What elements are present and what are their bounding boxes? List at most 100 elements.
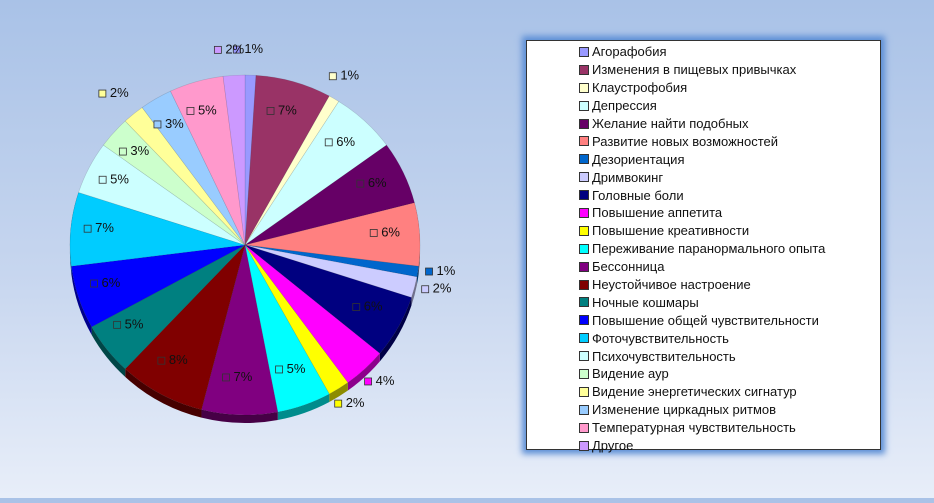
label-swatch — [425, 267, 433, 276]
legend-swatch — [579, 64, 589, 75]
slice-value-label: 2% — [433, 281, 452, 296]
pie-slice-label: 6% — [352, 299, 383, 314]
legend-swatch — [579, 440, 589, 451]
pie-depth-segment — [71, 266, 92, 335]
label-swatch — [328, 72, 337, 81]
legend-swatch — [579, 190, 589, 201]
label-swatch — [275, 365, 284, 374]
legend-label: Психочувствительность — [592, 348, 736, 364]
pie-slice — [124, 243, 246, 411]
legend-label: Температурная чувствительность — [592, 420, 796, 436]
legend-label: Повышение креативности — [592, 223, 750, 239]
legend-label: Переживание паранормального опыта — [592, 241, 826, 257]
pie-slice — [244, 244, 330, 413]
pie-chart-area: 1% 7% 1% 6% 6% 6% 1% 2% 6% 4% 2% 5% 7% 8% 5% 6% 7% 5% 3% 2%… — [69, 41, 456, 424]
legend-item: Изменение циркадных ритмов — [579, 401, 880, 419]
legend-item: Неустойчивое настроение — [579, 276, 880, 294]
legend-item: Фоточувствительность — [579, 329, 880, 347]
pie-slice — [78, 144, 246, 246]
legend-label: Бессонница — [592, 259, 665, 275]
label-swatch — [83, 224, 92, 233]
legend-item: Агорафобия — [579, 43, 880, 61]
legend-swatch — [579, 279, 589, 290]
pie-slice-label: 1% — [232, 41, 264, 56]
legend-label: Повышение аппетита — [592, 205, 723, 221]
legend-swatch — [579, 172, 589, 183]
slice-value-label: 1% — [244, 41, 263, 56]
pie-slice-label: 2% — [213, 41, 245, 56]
pie-slice-label: 6% — [90, 275, 121, 290]
legend-swatch — [579, 136, 589, 147]
label-swatch — [266, 107, 275, 115]
slice-value-label: 6% — [364, 299, 383, 314]
pie-slice-label: 6% — [369, 224, 400, 239]
legend-item: Другое — [579, 437, 880, 455]
pie-depth — [70, 192, 420, 424]
pie-slice — [244, 101, 388, 246]
legend-swatch — [579, 243, 589, 254]
label-swatch — [324, 138, 333, 147]
legend-label: Видение аур — [592, 366, 669, 382]
label-swatch — [356, 179, 365, 188]
legend-item: Дримвокинг — [579, 168, 880, 186]
pie-slice-label: 6% — [356, 175, 387, 190]
label-swatch — [98, 89, 107, 98]
pie-depth-segment — [125, 368, 202, 418]
pie-slice — [91, 244, 246, 370]
pie-depth-segment — [347, 353, 380, 391]
label-swatch — [98, 175, 107, 184]
label-swatch — [364, 377, 372, 386]
pie-depth-segment — [91, 326, 126, 377]
legend-item: Повышение креативности — [579, 222, 880, 240]
pie-slice-label: 5% — [98, 171, 129, 186]
label-swatch — [232, 45, 241, 54]
slice-value-label: 6% — [381, 224, 400, 239]
legend-item: Повышение аппетита — [579, 204, 880, 222]
slice-value-label: 1% — [437, 263, 456, 278]
pie-slice-label: 2% — [421, 281, 452, 296]
slice-value-label: 2% — [225, 41, 244, 56]
legend-swatch — [579, 297, 589, 308]
pie-slice — [244, 244, 412, 354]
slice-value-label: 6% — [336, 134, 355, 149]
pie-slice — [244, 202, 421, 267]
pie-slice-label: 5% — [275, 361, 306, 376]
pie-slice-label: 8% — [157, 352, 188, 367]
legend-label: Депрессия — [592, 98, 657, 114]
legend-swatch — [579, 207, 589, 218]
legend-swatch — [579, 154, 589, 165]
pie-slice-label: 2% — [334, 395, 365, 410]
pie-slice-label: 2% — [98, 85, 129, 100]
legend-label: Видение энергетических сигнатур — [592, 384, 797, 400]
pie-labels: 1%7%1%6%6%6%1%2%6%4%2%5%7%8%5%6%7%5%3%2%… — [83, 41, 456, 410]
legend-item: Клаустрофобия — [579, 79, 880, 97]
pie-slice — [244, 244, 418, 298]
legend-item: Депрессия — [579, 97, 880, 115]
pie-slice — [170, 76, 246, 246]
legend-item: Изменения в пищевых привычках — [579, 61, 880, 79]
legend-label: Изменение циркадных ритмов — [592, 402, 777, 418]
label-swatch — [113, 320, 122, 329]
pie-slices — [69, 74, 421, 416]
slice-value-label: 2% — [346, 395, 365, 410]
legend-swatch — [579, 100, 589, 111]
pie-slice — [222, 74, 246, 246]
pie-slice — [124, 107, 246, 246]
pie-slice-label: 4% — [364, 373, 395, 388]
pie-slice — [71, 244, 246, 328]
legend-item: Головные боли — [579, 186, 880, 204]
legend-item: Желание найти подобных — [579, 115, 880, 133]
legend-item: Переживание паранормального опыта — [579, 240, 880, 258]
legend-label: Неустойчивое настроение — [592, 277, 751, 293]
slice-value-label: 5% — [110, 171, 129, 186]
legend-swatch — [579, 46, 589, 57]
legend-label: Повышение общей чувствительности — [592, 312, 819, 328]
legend-swatch — [579, 351, 589, 362]
legend-item: Температурная чувствительность — [579, 419, 880, 437]
pie-slice-label: 1% — [328, 68, 360, 83]
slice-value-label: 1% — [340, 68, 359, 83]
legend-label: Дримвокинг — [592, 169, 664, 185]
pie-slice — [244, 95, 340, 246]
slice-value-label: 5% — [198, 102, 217, 117]
legend-swatch — [579, 404, 589, 415]
